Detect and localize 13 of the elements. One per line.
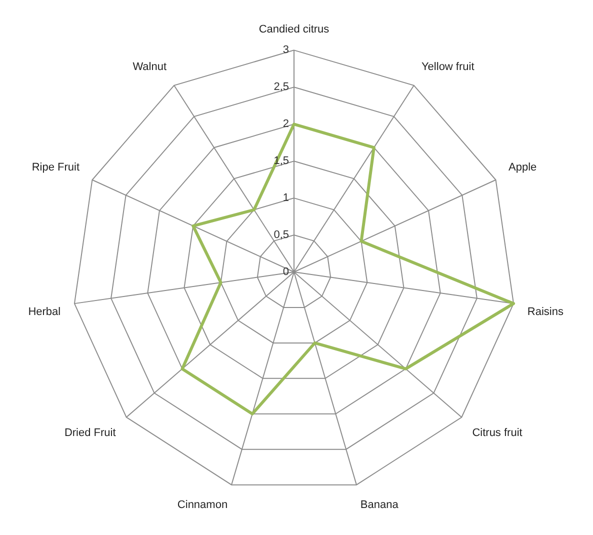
spoke-label: Citrus fruit (472, 427, 522, 440)
spoke-label: Herbal (28, 306, 61, 318)
spoke-label: Yellow fruit (421, 61, 474, 74)
y-tick-label: 0,5 (274, 229, 289, 242)
spoke-label: Apple (508, 161, 537, 174)
y-tick-label: 2,5 (274, 81, 289, 94)
spoke-label: Candied citrus (258, 24, 330, 36)
spoke-label: Walnut (132, 61, 167, 74)
spoke-label: Ripe Fruit (32, 161, 80, 174)
spoke-label: Cinnamon (177, 498, 228, 511)
spoke-label: Raisins (527, 306, 564, 318)
spoke-label: Dried Fruit (64, 427, 116, 440)
spoke-label: Banana (360, 498, 400, 511)
